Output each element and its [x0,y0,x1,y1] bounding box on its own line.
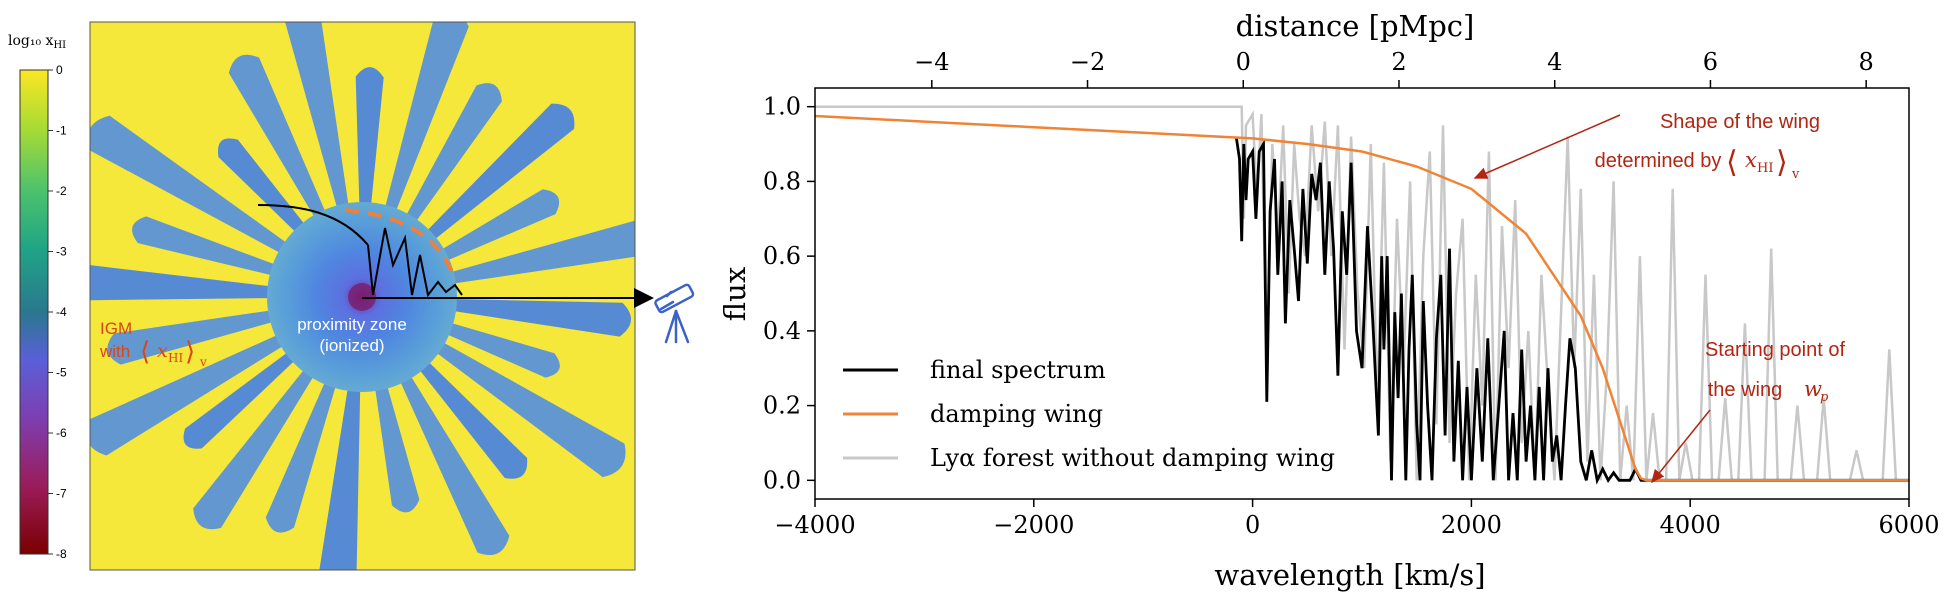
colorbar-tick-label: -7 [56,487,67,501]
x-tick-label: 4000 [1660,511,1721,539]
annotation-wing-shape: Shape of the wing determined by ⟨ x HI ⟩… [1473,111,1820,182]
igm-mean-neutral-fraction: with ⟨ x HI ⟩ v [99,337,207,369]
svg-text:HI: HI [168,351,183,365]
svg-text:determined by: determined by [1595,150,1722,172]
igm-label: IGM [100,319,132,338]
chart-legend: final spectrum damping wing Lyα forest w… [843,356,1335,472]
svg-text:Shape of the wing: Shape of the wing [1660,111,1820,133]
proximity-zone-label: proximity zone [297,315,407,334]
svg-text:w: w [1804,377,1822,401]
y-axis-label: flux [718,267,752,321]
legend-label-final: final spectrum [930,356,1106,384]
inset-damping-curve [257,204,369,246]
y-tick-label: 0.8 [763,167,801,195]
svg-text:⟩: ⟩ [1776,146,1788,179]
colorbar-tick-label: -6 [56,426,67,440]
svg-text:with: with [99,342,130,361]
colorbar-tick-label: -4 [56,305,67,319]
svg-text:p: p [1820,390,1829,405]
y-tick-label: 0.4 [763,317,801,345]
svg-text:x: x [1745,148,1757,172]
colorbar-tick-label: -2 [56,184,67,198]
y-tick-label: 0.0 [763,466,801,494]
svg-text:x: x [157,340,168,362]
series-line-damping-wing [815,114,1909,482]
svg-text:Starting point of: Starting point of [1705,339,1846,361]
x-tick-label: −2000 [993,511,1074,539]
y-tick-label: 0.2 [763,392,801,420]
colorbar-tick-label: -1 [56,124,67,138]
top-axis-ticks: −4 −2 0 2 4 6 8 [914,48,1874,88]
top-tick-label: 4 [1547,48,1562,76]
colorbar-title: log₁₀ xHI [8,33,66,51]
y-axis-ticks: 0.0 0.2 0.4 0.6 0.8 1.0 [763,93,815,494]
y-tick-label: 0.6 [763,242,801,270]
x-tick-label: −4000 [774,511,855,539]
svg-text:v: v [1791,167,1800,182]
inset-spectrum-sketch [367,227,463,298]
svg-text:HI: HI [1757,161,1773,176]
colorbar-gradient [19,69,49,555]
series-line-final-spectrum [1234,136,1909,485]
hi-fraction-map: proximity zone (ionized) IGM with ⟨ x HI… [89,21,695,571]
svg-text:⟨: ⟨ [140,337,150,367]
svg-text:⟩: ⟩ [185,337,195,367]
legend-label-damping: damping wing [930,400,1103,428]
plot-frame [814,87,1910,500]
x-tick-label: 2000 [1441,511,1502,539]
colorbar-tick-label: -8 [56,547,67,561]
svg-text:the wing: the wing [1708,379,1783,401]
x-tick-label: 6000 [1878,511,1939,539]
annotation-arrow-shape [1473,114,1621,179]
x-axis-ticks: −4000 −2000 0 2000 4000 6000 [774,499,1940,539]
top-tick-label: 0 [1236,48,1251,76]
top-tick-label: −4 [914,48,949,76]
annotation-wing-start: Starting point of the wing w p [1651,339,1846,484]
annotation-arrow-start [1651,409,1711,484]
x-axis-label: wavelength [km/s] [1214,558,1485,592]
colorbar-ticks: 0 -1 -2 -3 -4 -5 -6 -7 -8 [48,63,67,561]
colorbar-tick-label: 0 [56,63,63,77]
inset-dashed-wing [344,208,457,281]
colorbar-tick-label: -5 [56,366,67,380]
proximity-zone-sublabel: (ionized) [319,336,384,355]
top-axis-label: distance [pMpc] [1236,9,1475,43]
telescope-icon [654,283,695,344]
colorbar: log₁₀ xHI 0 -1 -2 -3 -4 -5 -6 -7 -8 [8,33,67,561]
top-tick-label: −2 [1070,48,1105,76]
top-tick-label: 8 [1859,48,1874,76]
spectrum-chart: −4000 −2000 0 2000 4000 6000 0.0 0.2 0.4 0.6 0.8 1… [718,9,1940,592]
x-tick-label: 0 [1245,511,1260,539]
svg-text:v: v [199,355,207,369]
y-tick-label: 1.0 [763,93,801,121]
series-line-forest [815,105,1909,482]
top-tick-label: 2 [1391,48,1406,76]
top-tick-label: 6 [1703,48,1718,76]
svg-text:⟨: ⟨ [1726,146,1738,179]
legend-label-forest: Lyα forest without damping wing [930,444,1335,472]
colorbar-tick-label: -3 [56,245,67,259]
